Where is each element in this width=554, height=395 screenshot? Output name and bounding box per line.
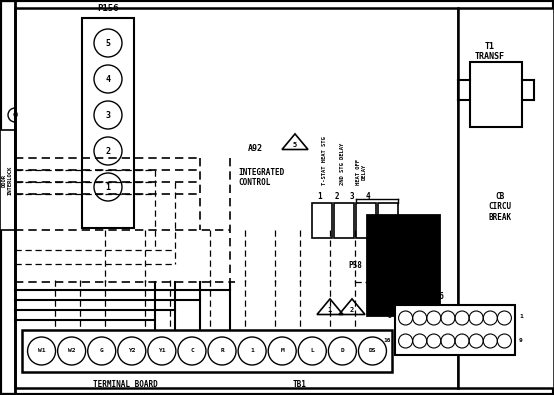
Text: CB
CIRCU
BREAK: CB CIRCU BREAK [489,192,511,222]
Text: 5: 5 [293,142,297,148]
Text: 1: 1 [250,348,254,354]
Bar [82,18,134,228]
Bar [367,215,439,315]
Text: T1
TRANSF: T1 TRANSF [475,42,505,61]
Text: 2: 2 [335,192,339,201]
Bar [0,130,15,230]
Text: 1: 1 [317,192,322,201]
Bar [395,305,515,355]
Bar [22,330,392,372]
Text: 1: 1 [328,307,332,313]
Text: 3: 3 [350,192,355,201]
Text: HEAT OFF
DELAY: HEAT OFF DELAY [356,159,366,185]
Text: P58: P58 [348,260,362,269]
Text: 3: 3 [379,224,383,233]
Bar [312,203,332,238]
Text: 5: 5 [105,38,110,47]
Text: 2: 2 [350,307,354,313]
Text: 16: 16 [383,339,391,344]
Text: P156: P156 [98,4,119,13]
Text: 5: 5 [401,246,406,256]
Text: 2: 2 [379,290,383,299]
Text: A92: A92 [248,143,263,152]
Text: TB1: TB1 [293,380,306,389]
Text: 1: 1 [423,224,427,233]
Text: 1: 1 [401,290,406,299]
Bar [458,8,554,388]
Text: Y1: Y1 [158,348,166,354]
Text: 2: 2 [401,224,406,233]
Text: D: D [341,348,344,354]
Text: G: G [100,348,104,354]
Text: 8: 8 [401,269,406,278]
Text: 4: 4 [105,75,110,83]
Text: DOOR
INTERLOCK: DOOR INTERLOCK [2,166,13,195]
Text: W1: W1 [38,348,45,354]
Text: O: O [12,112,18,118]
Text: DS: DS [369,348,376,354]
Text: 6: 6 [379,246,383,256]
Text: R: R [220,348,224,354]
Text: C: C [190,348,194,354]
Bar [15,8,458,388]
Text: 9: 9 [379,269,383,278]
Text: T-STAT HEAT STG: T-STAT HEAT STG [322,136,327,185]
Text: 1: 1 [519,314,523,320]
Text: 7: 7 [423,269,427,278]
Text: 1: 1 [105,182,110,192]
Text: Y2: Y2 [128,348,136,354]
Text: 2: 2 [105,147,110,156]
Bar [470,62,522,127]
Text: TERMINAL BOARD: TERMINAL BOARD [93,380,158,389]
Text: L: L [310,348,314,354]
Text: 4: 4 [423,246,427,256]
Text: 3: 3 [105,111,110,120]
Text: W2: W2 [68,348,75,354]
Text: 9: 9 [519,339,523,344]
Text: P46: P46 [430,292,444,301]
Text: 8: 8 [387,314,391,320]
Bar [356,203,376,238]
Bar [334,203,354,238]
Text: M: M [280,348,284,354]
Text: 0: 0 [423,290,427,299]
Text: INTEGRATED
CONTROL: INTEGRATED CONTROL [238,168,284,187]
Text: 4: 4 [366,192,370,201]
Text: 2ND STG DELAY: 2ND STG DELAY [341,143,346,185]
Bar [378,203,398,238]
